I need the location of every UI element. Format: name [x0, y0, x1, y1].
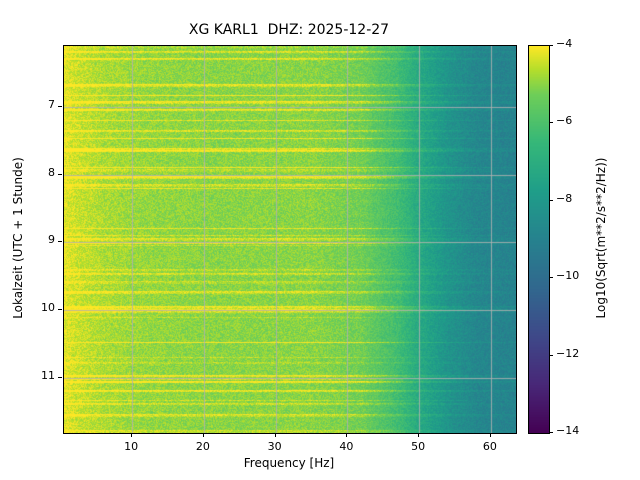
x-tick-mark	[202, 433, 204, 437]
colorbar-tick-mark	[549, 432, 553, 433]
x-tick-label: 40	[339, 440, 354, 453]
colorbar-tick-mark	[549, 354, 553, 356]
y-tick-label: 8	[48, 165, 55, 179]
y-tick-mark	[58, 105, 62, 107]
y-tick-mark	[58, 376, 62, 378]
y-tick-mark	[58, 173, 62, 175]
y-tick-label: 11	[41, 368, 55, 382]
y-tick-label: 7	[48, 97, 55, 111]
x-tick-label: 30	[267, 440, 282, 453]
x-tick-label: 20	[195, 440, 210, 453]
y-tick-label: 10	[41, 300, 55, 314]
colorbar-tick-label: −10	[556, 269, 580, 283]
y-tick-mark	[58, 241, 62, 243]
colorbar-tick-mark	[549, 122, 553, 124]
colorbar-gradient	[529, 46, 549, 433]
x-tick-mark	[418, 433, 420, 437]
x-tick-mark	[489, 433, 491, 437]
colorbar-tick-label: −14	[556, 424, 580, 437]
x-tick-label: 10	[124, 440, 139, 453]
colorbar-tick-label: −6	[556, 114, 573, 128]
colorbar-label: Log10(Sqrt(m**2/s**2/Hz))	[594, 157, 608, 319]
spectrogram-canvas	[64, 46, 516, 433]
x-tick-mark	[131, 433, 133, 437]
plot-area	[63, 45, 517, 434]
colorbar-tick-label: −4	[556, 37, 573, 50]
x-tick-mark	[346, 433, 348, 437]
x-tick-mark	[274, 433, 276, 437]
colorbar-tick-label: −8	[556, 191, 573, 205]
x-tick-label: 60	[482, 440, 497, 453]
y-tick-label: 9	[48, 233, 55, 247]
y-tick-mark	[58, 308, 62, 310]
x-axis-label: Frequency [Hz]	[243, 456, 335, 470]
chart-title: XG KARL1 DHZ: 2025-12-27	[188, 22, 390, 38]
colorbar-tick-mark	[549, 199, 553, 201]
colorbar-tick-mark	[549, 277, 553, 279]
x-tick-label: 50	[411, 440, 426, 453]
colorbar-frame	[528, 45, 550, 434]
colorbar-tick-mark	[549, 45, 553, 46]
colorbar-tick-label: −12	[556, 346, 580, 360]
